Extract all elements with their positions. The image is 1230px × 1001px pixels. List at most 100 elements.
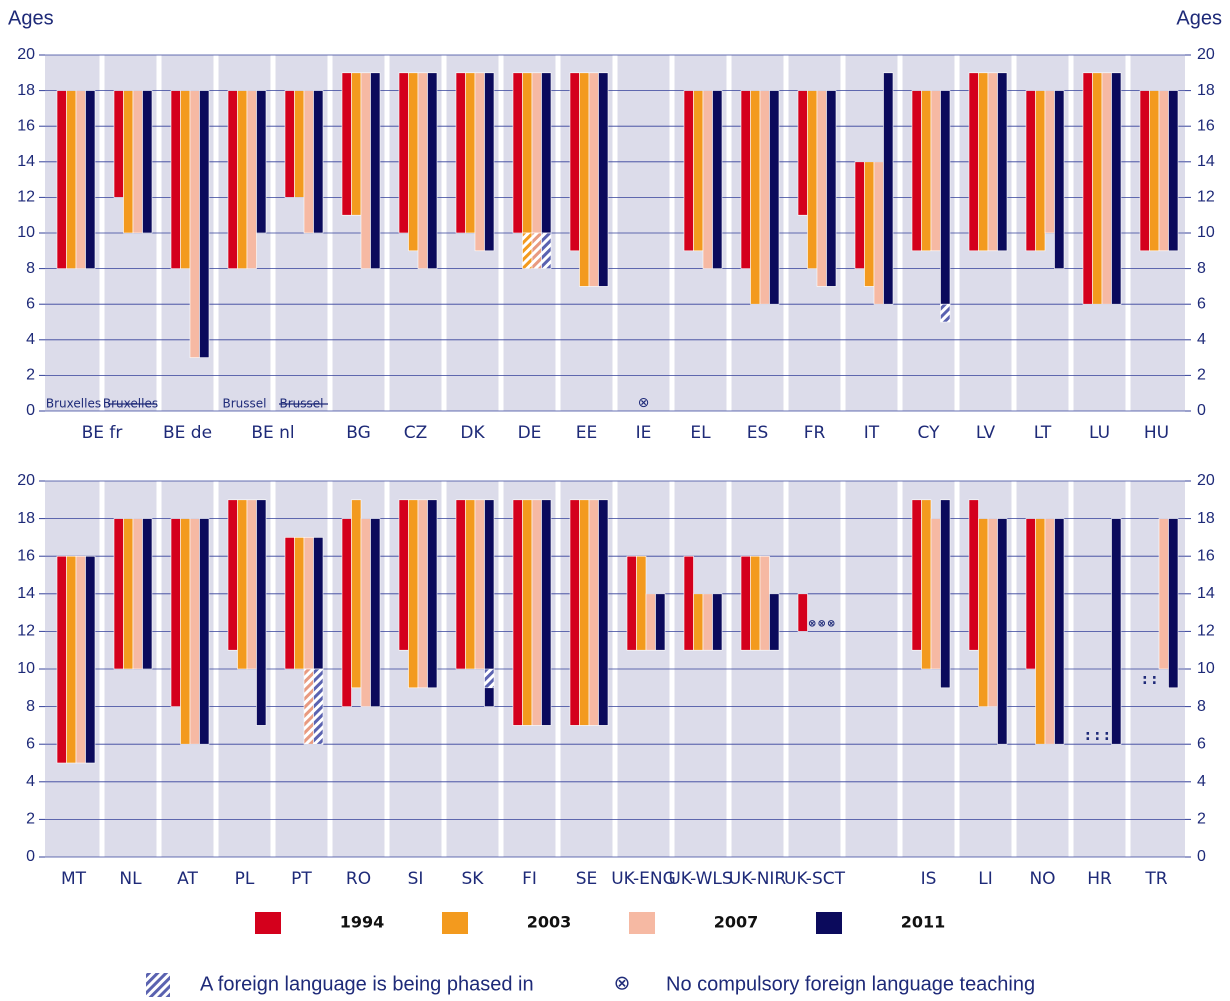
category-label: CZ	[404, 423, 428, 443]
range-bar	[683, 555, 694, 651]
range-bar	[1168, 518, 1179, 689]
range-bar	[645, 593, 656, 651]
y-tick-label: 2	[1197, 811, 1206, 828]
no-teaching-symbol: ⊗	[818, 618, 826, 629]
range-bar	[987, 518, 998, 707]
phase-in-bar	[522, 232, 533, 269]
category-label: ES	[747, 423, 769, 443]
y-tick-label: 2	[26, 811, 35, 828]
phase-in-bar	[940, 303, 951, 323]
range-bar	[759, 90, 770, 305]
phase-in-bar	[541, 232, 552, 269]
y-tick-label: 16	[17, 547, 35, 564]
y-tick-label: 10	[1197, 224, 1215, 241]
range-bar	[427, 72, 438, 269]
range-bar	[712, 90, 723, 269]
range-bar	[199, 90, 210, 358]
y-tick-label: 10	[17, 660, 35, 677]
range-bar	[66, 555, 77, 764]
range-bar	[246, 90, 257, 269]
range-bar	[189, 90, 200, 358]
category-label: BE nl	[251, 423, 294, 443]
range-bar	[132, 90, 143, 234]
range-bar	[598, 72, 609, 287]
range-bar	[256, 499, 267, 726]
note-symbol: ⊗	[614, 972, 631, 994]
y-tick-label: 0	[26, 848, 35, 865]
range-bar	[911, 499, 922, 651]
sub-label: Brussel	[223, 397, 267, 411]
category-label: AT	[177, 869, 198, 889]
range-bar	[579, 499, 590, 726]
range-bar	[541, 499, 552, 726]
range-bar	[303, 537, 314, 670]
range-bar	[113, 518, 124, 670]
range-bar	[1092, 72, 1103, 305]
range-bar	[1111, 72, 1122, 305]
y-tick-label: 12	[17, 623, 35, 640]
range-bar	[997, 72, 1008, 252]
range-bar	[123, 90, 134, 234]
note: A foreign language is being phased in	[200, 973, 534, 995]
range-bar	[66, 90, 77, 269]
range-bar	[693, 593, 704, 651]
range-bar	[1035, 90, 1046, 252]
range-bar	[227, 90, 238, 269]
category-label: PL	[235, 869, 255, 889]
range-bar	[997, 518, 1008, 745]
range-bar	[588, 72, 599, 287]
legend-swatch	[442, 912, 468, 934]
range-bar	[626, 555, 637, 651]
y-tick-label: 4	[26, 331, 35, 348]
category-label: MT	[61, 869, 87, 889]
range-bar	[569, 499, 580, 726]
range-bar	[750, 555, 761, 651]
category-label: BG	[346, 423, 371, 443]
category-label: SE	[576, 869, 598, 889]
y-tick-label: 2	[1197, 367, 1206, 384]
range-bar	[56, 90, 67, 269]
y-tick-label: 6	[1197, 735, 1206, 752]
range-bar	[170, 90, 181, 269]
range-bar	[921, 499, 932, 670]
range-bar	[294, 537, 305, 670]
y-tick-label: 0	[26, 402, 35, 419]
y-tick-label: 12	[17, 189, 35, 206]
y-tick-label: 8	[1197, 260, 1206, 277]
range-bar	[474, 499, 485, 670]
no-teaching-symbol: ⊗	[638, 395, 650, 411]
range-bar	[702, 90, 713, 269]
y-tick-label: 12	[1197, 623, 1215, 640]
range-bar	[455, 499, 466, 670]
range-bar	[417, 499, 428, 689]
y-tick-label: 14	[1197, 153, 1215, 170]
range-bar	[816, 90, 827, 287]
range-bar	[484, 499, 495, 707]
phase-in-bar	[313, 668, 324, 745]
range-bar	[541, 72, 552, 234]
legend-label: 2007	[714, 913, 759, 932]
range-bar	[256, 90, 267, 234]
hatch-icon	[146, 973, 170, 997]
range-bar	[740, 555, 751, 651]
range-bar	[921, 90, 932, 252]
range-bar	[227, 499, 238, 651]
y-tick-label: 6	[26, 735, 35, 752]
range-bar	[85, 555, 96, 764]
category-label: TR	[1144, 869, 1167, 889]
range-bar	[1082, 72, 1093, 305]
range-bar	[873, 161, 884, 305]
not-available-symbol: :	[1151, 672, 1157, 688]
range-bar	[930, 518, 941, 670]
category-label: LT	[1034, 423, 1052, 443]
range-bar	[427, 499, 438, 689]
range-bar	[987, 72, 998, 252]
range-bar	[132, 518, 143, 670]
y-tick-label: 16	[17, 117, 35, 134]
range-bar	[351, 72, 362, 216]
range-bar	[1149, 90, 1160, 252]
range-bar	[75, 90, 86, 269]
y-tick-label: 4	[1197, 773, 1206, 790]
range-bar	[284, 90, 295, 198]
